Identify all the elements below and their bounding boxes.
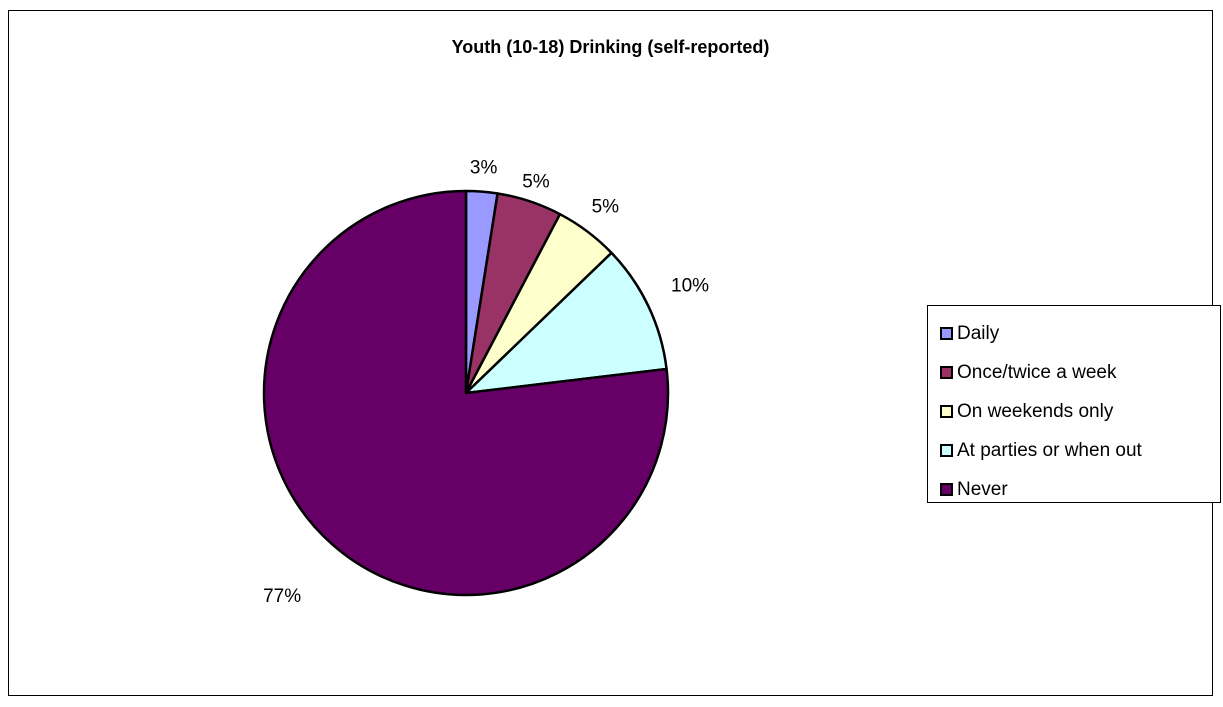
legend-swatch — [940, 483, 953, 496]
pie-slice-at-parties-or-when-out — [464, 251, 668, 395]
pie-slice-never — [262, 189, 670, 597]
data-label-on-weekends-only: 5% — [592, 196, 620, 217]
legend-item: Once/twice a week — [928, 353, 1220, 392]
data-label-daily: 3% — [470, 158, 498, 179]
legend-item: On weekends only — [928, 392, 1220, 431]
legend-swatch — [940, 366, 953, 379]
legend-item: Never — [928, 470, 1220, 509]
legend-label: Never — [957, 478, 1008, 500]
legend-label: Daily — [957, 322, 1000, 344]
legend-swatch — [940, 405, 953, 418]
data-label-never: 77% — [263, 586, 301, 607]
legend-label: On weekends only — [957, 400, 1114, 422]
legend-label: Once/twice a week — [957, 361, 1117, 383]
chart-title: Youth (10-18) Drinking (self-reported) — [451, 37, 770, 57]
legend-item: At parties or when out — [928, 431, 1220, 470]
legend-swatch — [940, 327, 953, 340]
chart-frame: Youth (10-18) Drinking (self-reported) D… — [8, 10, 1221, 696]
data-label-once-twice-a-week: 5% — [522, 171, 550, 192]
legend-item: Daily — [928, 314, 1220, 353]
legend-swatch — [940, 444, 953, 457]
legend: Daily Once/twice a week On weekends only At… — [927, 305, 1221, 503]
data-label-at-parties-or-when-out: 10% — [671, 276, 709, 297]
legend-label: At parties or when out — [957, 439, 1142, 461]
